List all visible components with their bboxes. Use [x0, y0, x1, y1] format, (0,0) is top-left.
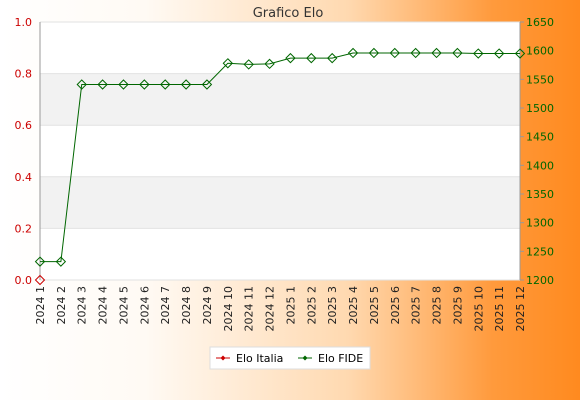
data-point	[326, 52, 338, 64]
x-tick-label: 2024 11	[243, 286, 256, 332]
right-tick-label: 1400	[526, 159, 554, 172]
data-point	[368, 47, 380, 59]
x-axis-ticks: 2024 1 2024 2 2024 3 2024 4 2024 5 2024 6 2024…	[34, 286, 527, 332]
x-tick-label: 2025 9	[451, 286, 464, 325]
data-point	[264, 58, 275, 70]
data-point	[222, 58, 234, 69]
right-tick-label: 1500	[526, 102, 554, 115]
x-tick-label: 2024 6	[138, 286, 151, 325]
x-tick-label: 2024 4	[97, 286, 110, 325]
data-point	[306, 52, 317, 64]
left-tick-label: 0.0	[15, 274, 33, 287]
chart-title: Grafico Elo	[253, 6, 324, 21]
x-tick-label: 2024 8	[180, 286, 193, 325]
series-line	[40, 52, 520, 263]
data-point	[201, 79, 213, 90]
right-axis-ticks: 1200 1250 1300 1350 1400 1450 1500 1550 1600 1650	[520, 16, 554, 287]
left-axis-ticks: 0.0 0.2 0.4 0.6 0.8 1.0	[15, 16, 33, 287]
x-tick-label: 2025 11	[493, 286, 506, 332]
x-tick-label: 2025 6	[389, 286, 402, 325]
data-point	[243, 59, 254, 70]
x-tick-label: 2024 2	[55, 286, 68, 325]
series-layer	[34, 47, 526, 286]
data-point	[431, 47, 442, 59]
data-point	[347, 47, 359, 59]
grid-band	[40, 73, 520, 126]
x-tick-label: 2025 12	[514, 286, 527, 332]
right-tick-label: 1250	[526, 245, 554, 258]
right-tick-label: 1600	[526, 45, 554, 58]
data-point	[160, 79, 171, 90]
x-tick-label: 2024 10	[222, 286, 235, 332]
right-tick-label: 1550	[526, 73, 554, 86]
data-point	[97, 79, 108, 90]
x-tick-label: 2025 2	[305, 286, 318, 325]
data-point	[410, 47, 421, 59]
right-tick-label: 1200	[526, 274, 554, 287]
data-point	[473, 48, 484, 59]
data-point	[389, 47, 400, 59]
data-point	[514, 48, 526, 59]
left-tick-label: 0.4	[15, 171, 33, 184]
data-point	[493, 48, 505, 59]
x-tick-label: 2025 1	[284, 286, 297, 325]
right-tick-label: 1300	[526, 217, 554, 230]
legend: Elo Italia Elo FIDE	[209, 346, 371, 370]
data-point	[76, 79, 87, 90]
left-tick-label: 0.8	[15, 68, 33, 81]
x-tick-label: 2025 7	[410, 286, 423, 325]
left-tick-label: 0.2	[15, 222, 33, 235]
legend-box	[209, 346, 371, 370]
x-tick-label: 2024 9	[201, 286, 214, 325]
x-tick-label: 2025 8	[431, 286, 444, 325]
x-tick-label: 2024 3	[76, 286, 89, 325]
left-tick-label: 1.0	[15, 16, 33, 29]
legend-label: Elo Italia	[236, 352, 283, 365]
x-tick-label: 2025 10	[472, 286, 485, 332]
x-tick-label: 2025 4	[347, 286, 360, 325]
data-point	[180, 79, 192, 90]
x-tick-label: 2025 5	[368, 286, 381, 325]
data-point	[118, 79, 129, 90]
grid-bands	[39, 21, 521, 281]
data-point	[452, 47, 463, 59]
data-point	[34, 256, 46, 267]
x-tick-label: 2024 12	[264, 286, 277, 332]
right-tick-label: 1650	[526, 16, 554, 29]
x-tick-label: 2024 5	[117, 286, 130, 325]
x-tick-label: 2025 3	[326, 286, 339, 325]
grid-band	[40, 176, 520, 229]
right-tick-label: 1450	[526, 131, 554, 144]
data-point	[34, 274, 46, 286]
legend-marker	[220, 355, 226, 361]
left-tick-label: 0.6	[15, 119, 33, 132]
right-tick-label: 1350	[526, 188, 554, 201]
legend-marker	[302, 355, 308, 361]
data-point	[55, 256, 67, 267]
plot-background	[40, 22, 520, 280]
data-point	[139, 79, 150, 90]
legend-label: Elo FIDE	[318, 352, 363, 365]
x-tick-label: 2024 7	[159, 286, 172, 325]
data-point	[285, 52, 296, 64]
x-tick-label: 2024 1	[34, 286, 47, 325]
